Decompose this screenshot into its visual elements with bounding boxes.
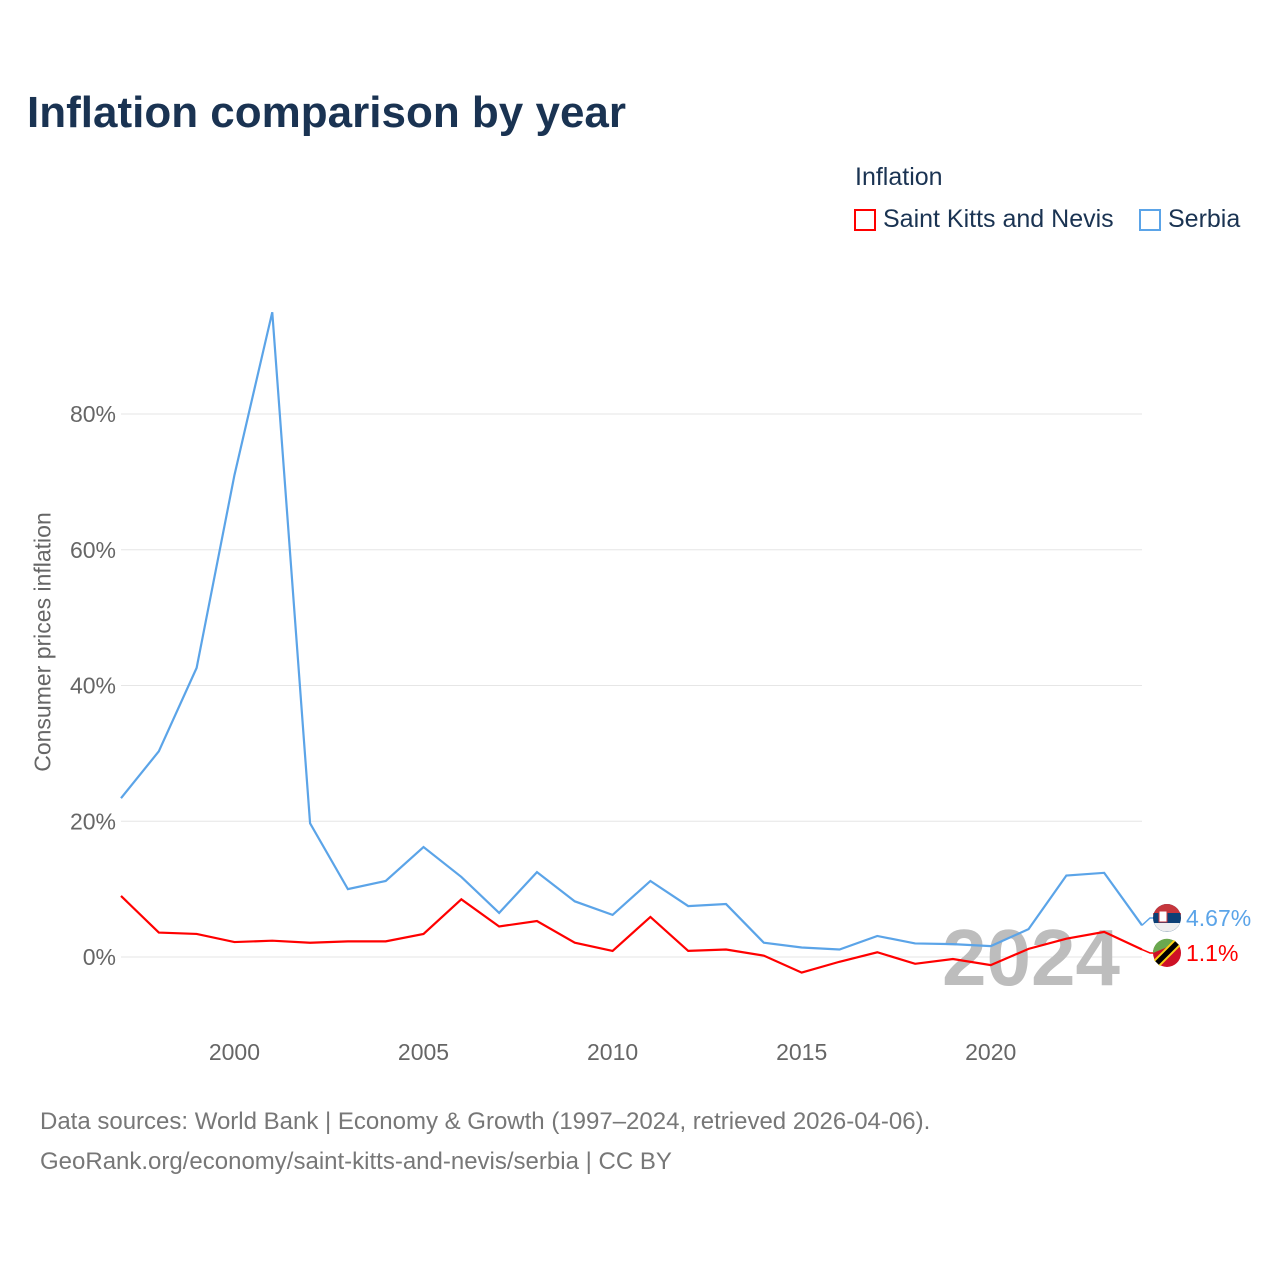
saint-kitts-flag-icon [1155, 941, 1179, 965]
legend-label: Saint Kitts and Nevis [883, 205, 1114, 233]
x-tick-label: 2010 [587, 1039, 638, 1065]
y-tick-label: 20% [70, 808, 116, 834]
end-value-label: 1.1% [1186, 940, 1238, 966]
year-watermark: 2024 [942, 913, 1120, 1002]
legend-label: Serbia [1168, 205, 1241, 233]
serbia-flag-icon [1158, 910, 1168, 923]
x-tick-label: 2020 [965, 1039, 1016, 1065]
legend-swatch [1139, 208, 1161, 231]
chart-title: Inflation comparison by year [27, 88, 627, 137]
x-tick-label: 2015 [776, 1039, 827, 1065]
footer-link[interactable]: GeoRank.org/economy/saint-kitts-and-nevi… [40, 1148, 672, 1175]
end-connector [1141, 917, 1154, 926]
x-tick-label: 2005 [398, 1039, 449, 1065]
legend-item-serbia[interactable]: Serbia [1139, 205, 1240, 234]
end-connector [1141, 948, 1154, 954]
series-line-saint-kitts [120, 895, 1143, 974]
legend-swatch [854, 208, 876, 231]
y-tick-label: 40% [70, 673, 116, 699]
y-tick-label: 60% [70, 537, 116, 563]
y-tick-label: 80% [70, 401, 116, 427]
x-tick-label: 2000 [209, 1039, 260, 1065]
series-line-serbia [120, 311, 1143, 951]
legend-item-saint-kitts[interactable]: Saint Kitts and Nevis [854, 205, 1114, 234]
footer-source: Data sources: World Bank | Economy & Gro… [40, 1108, 931, 1135]
end-value-label: 4.67% [1186, 905, 1251, 931]
saint-kitts-flag-icon [1152, 938, 1177, 953]
y-tick-label: 0% [83, 944, 116, 970]
legend-title: Inflation [855, 163, 943, 191]
serbia-flag-icon [1154, 923, 1180, 932]
